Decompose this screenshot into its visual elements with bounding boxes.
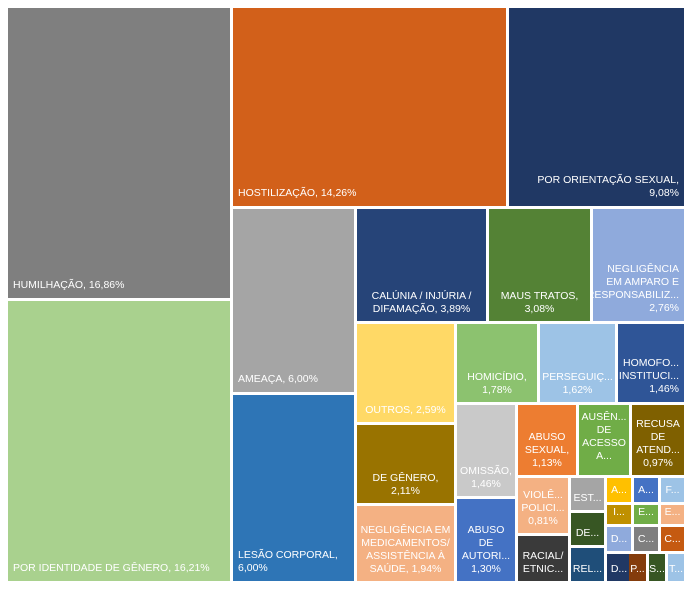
treemap-tile-label: POR IDENTIDADE DE GÊNERO, 16,21%	[13, 562, 210, 574]
treemap-tile-label: AMEAÇA, 6,00%	[238, 373, 318, 385]
treemap-tile: NEGLIGÊNCIA EM AMPARO E RESPONSABILIZ... 2,…	[593, 209, 684, 321]
treemap-tile-label: HOMICÍDIO, 1,78%	[467, 371, 527, 396]
treemap-tile-label: DE GÊNERO, 2,11%	[372, 472, 439, 497]
treemap-tile: AUSÊN... DE ACESSO A...	[579, 405, 629, 475]
treemap-tile-label: F...	[665, 484, 680, 496]
treemap-tile-label: AUSÊN... DE ACESSO A...	[581, 411, 627, 462]
treemap-tile-label: CALÚNIA / INJÚRIA / DIFAMAÇÃO, 3,89%	[371, 290, 472, 315]
treemap-tile: EST...	[571, 478, 604, 510]
treemap-tile-label: E...	[638, 506, 654, 518]
treemap-tile-label: POR ORIENTAÇÃO SEXUAL, 9,08%	[537, 174, 679, 199]
treemap-tile-label: ABUSO DE AUTORI... 1,30%	[461, 524, 511, 575]
treemap-tile: I...	[607, 505, 631, 524]
treemap-tile-label: NEGLIGÊNCIA EM MEDICAMENTOS/ASSISTÊNCIA À…	[360, 524, 451, 575]
treemap-tile-label: A...	[611, 484, 627, 496]
treemap-tile: T...	[668, 554, 684, 581]
treemap-tile-label: S...	[649, 563, 665, 575]
treemap-tile-label: MAUS TRATOS, 3,08%	[500, 290, 579, 315]
treemap-tile: S...	[649, 554, 665, 581]
treemap-tile-label: VIOLÊ... POLICI... 0,81%	[521, 489, 565, 527]
treemap-tile: NEGLIGÊNCIA EM MEDICAMENTOS/ASSISTÊNCIA À…	[357, 506, 454, 581]
treemap-tile-label: LESÃO CORPORAL, 6,00%	[238, 549, 338, 574]
treemap-tile: PERSEGUIÇ... 1,62%	[540, 324, 615, 402]
treemap-tile: CALÚNIA / INJÚRIA / DIFAMAÇÃO, 3,89%	[357, 209, 486, 321]
treemap-tile-label: OMISSÃO, 1,46%	[460, 465, 512, 490]
treemap-tile-label: HUMILHAÇÃO, 16,86%	[13, 279, 125, 291]
treemap-tile: OMISSÃO, 1,46%	[457, 405, 515, 496]
treemap-tile: OUTROS, 2,59%	[357, 324, 454, 422]
treemap-tile-label: C...	[637, 533, 655, 545]
treemap-tile: POR IDENTIDADE DE GÊNERO, 16,21%	[8, 301, 230, 581]
treemap-tile: E...	[661, 505, 684, 524]
treemap-tile-label: RACIAL/ETNIC...	[522, 550, 564, 575]
treemap-tile-label: PERSEGUIÇ... 1,62%	[542, 371, 613, 396]
treemap-tile-label: ABUSO SEXUAL, 1,13%	[524, 431, 570, 469]
treemap-tile: HOSTILIZAÇÃO, 14,26%	[233, 8, 506, 206]
treemap-tile: F...	[661, 478, 684, 502]
treemap-tile: D...	[607, 527, 631, 551]
treemap-tile: RECUSA DE ATEND... 0,97%	[632, 405, 684, 475]
treemap-tile: DE GÊNERO, 2,11%	[357, 425, 454, 503]
treemap-tile-label: P...	[630, 563, 645, 575]
treemap-tile: C...	[661, 527, 684, 551]
treemap-tile: LESÃO CORPORAL, 6,00%	[233, 395, 354, 581]
treemap-tile: MAUS TRATOS, 3,08%	[489, 209, 590, 321]
treemap-tile-label: T...	[669, 563, 684, 575]
treemap-tile-label: NEGLIGÊNCIA EM AMPARO E RESPONSABILIZ... 2,…	[593, 263, 679, 314]
treemap-tile-label: I...	[613, 506, 625, 518]
treemap-tile: D...	[607, 554, 631, 581]
treemap-tile-label: RECUSA DE ATEND... 0,97%	[636, 418, 680, 469]
treemap-tile: HUMILHAÇÃO, 16,86%	[8, 8, 230, 298]
treemap-tile-label: OUTROS, 2,59%	[365, 404, 446, 416]
treemap-tile-label: D...	[610, 533, 628, 545]
treemap-tile: P...	[629, 554, 646, 581]
treemap-tile: C...	[634, 527, 658, 551]
treemap-tile: POR ORIENTAÇÃO SEXUAL, 9,08%	[509, 8, 684, 206]
treemap-tile: ABUSO DE AUTORI... 1,30%	[457, 499, 515, 581]
treemap-tile: HOMOFO... INSTITUCI... 1,46%	[618, 324, 684, 402]
treemap-tile: HOMICÍDIO, 1,78%	[457, 324, 537, 402]
treemap-tile: RACIAL/ETNIC...	[518, 536, 568, 581]
treemap-tile-label: E...	[664, 506, 681, 518]
treemap-tile-label: EST...	[573, 492, 602, 504]
treemap-tile: ABUSO SEXUAL, 1,13%	[518, 405, 576, 475]
treemap-tile: A...	[607, 478, 631, 502]
treemap-tile-label: A...	[638, 484, 654, 496]
treemap-tile: VIOLÊ... POLICI... 0,81%	[518, 478, 568, 533]
treemap-tile: REL...	[571, 548, 604, 581]
treemap-tile: AMEAÇA, 6,00%	[233, 209, 354, 392]
treemap-tile-label: C...	[664, 533, 681, 545]
treemap-tile: E...	[634, 505, 658, 524]
treemap-tile: DE...	[571, 513, 604, 545]
treemap-tile: A...	[634, 478, 658, 502]
treemap-tile-label: HOMOFO... INSTITUCI... 1,46%	[618, 357, 679, 395]
treemap-tile-label: REL...	[572, 563, 603, 575]
treemap-tile-label: D...	[610, 563, 628, 575]
treemap-tile-label: DE...	[575, 527, 600, 539]
treemap-tile-label: HOSTILIZAÇÃO, 14,26%	[238, 187, 357, 199]
